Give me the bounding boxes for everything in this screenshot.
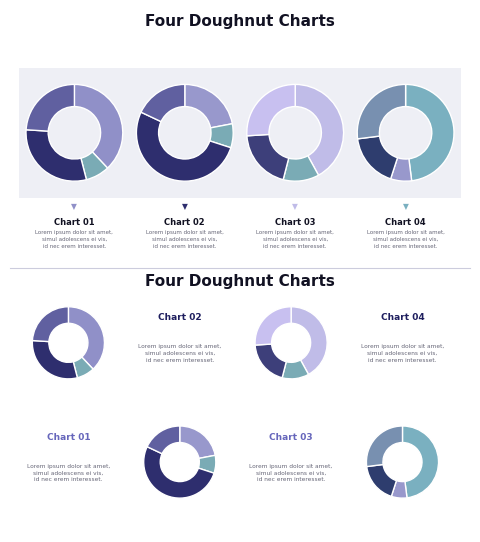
Wedge shape — [247, 134, 288, 179]
Wedge shape — [255, 344, 286, 378]
Wedge shape — [366, 426, 402, 467]
Wedge shape — [357, 85, 406, 139]
Text: Four Doughnut Charts: Four Doughnut Charts — [145, 14, 335, 29]
Wedge shape — [26, 130, 86, 181]
Wedge shape — [32, 340, 77, 379]
Wedge shape — [291, 307, 327, 375]
Wedge shape — [147, 426, 180, 454]
Text: Lorem ipsum dolor sit amet,
simul adolescens ei vis,
id nec erem interesset.: Lorem ipsum dolor sit amet, simul adoles… — [367, 230, 444, 249]
Text: Chart 03: Chart 03 — [275, 218, 315, 227]
Wedge shape — [282, 360, 309, 379]
Wedge shape — [198, 455, 216, 473]
Wedge shape — [136, 112, 231, 181]
Text: Chart 03: Chart 03 — [269, 433, 313, 442]
Wedge shape — [141, 85, 185, 121]
Text: ▼: ▼ — [403, 202, 408, 211]
Wedge shape — [402, 426, 439, 498]
FancyBboxPatch shape — [0, 61, 480, 204]
Text: Chart 02: Chart 02 — [158, 313, 202, 322]
Wedge shape — [144, 447, 214, 498]
Text: Chart 01: Chart 01 — [54, 218, 95, 227]
Text: ▼: ▼ — [292, 202, 298, 211]
Wedge shape — [367, 464, 396, 496]
Text: Chart 04: Chart 04 — [385, 218, 426, 227]
Wedge shape — [81, 152, 108, 179]
Text: Chart 04: Chart 04 — [381, 313, 424, 322]
Text: Lorem ipsum dolor sit amet,
simul adolescens ei vis,
id nec erem interesset.: Lorem ipsum dolor sit amet, simul adoles… — [138, 345, 221, 363]
Wedge shape — [283, 156, 319, 181]
Wedge shape — [33, 307, 68, 341]
Wedge shape — [255, 307, 291, 345]
Wedge shape — [74, 85, 123, 168]
Wedge shape — [73, 357, 93, 378]
Wedge shape — [180, 426, 215, 459]
Wedge shape — [406, 85, 454, 181]
Text: ▼: ▼ — [72, 202, 77, 211]
Text: Lorem ipsum dolor sit amet,
simul adolescens ei vis,
id nec erem interesset.: Lorem ipsum dolor sit amet, simul adoles… — [146, 230, 224, 249]
Text: Four Doughnut Charts: Four Doughnut Charts — [145, 274, 335, 289]
Wedge shape — [295, 85, 344, 175]
Text: Chart 02: Chart 02 — [165, 218, 205, 227]
Wedge shape — [69, 307, 105, 369]
Wedge shape — [391, 158, 412, 181]
Text: Lorem ipsum dolor sit amet,
simul adolescens ei vis,
id nec erem interesset.: Lorem ipsum dolor sit amet, simul adoles… — [27, 464, 110, 482]
Wedge shape — [210, 124, 233, 148]
Wedge shape — [358, 136, 397, 179]
Text: Lorem ipsum dolor sit amet,
simul adolescens ei vis,
id nec erem interesset.: Lorem ipsum dolor sit amet, simul adoles… — [361, 345, 444, 363]
Text: Lorem ipsum dolor sit amet,
simul adolescens ei vis,
id nec erem interesset.: Lorem ipsum dolor sit amet, simul adoles… — [36, 230, 113, 249]
Text: ▼: ▼ — [182, 202, 188, 211]
Wedge shape — [26, 85, 74, 131]
Text: Lorem ipsum dolor sit amet,
simul adolescens ei vis,
id nec erem interesset.: Lorem ipsum dolor sit amet, simul adoles… — [256, 230, 334, 249]
Text: Lorem ipsum dolor sit amet,
simul adolescens ei vis,
id nec erem interesset.: Lorem ipsum dolor sit amet, simul adoles… — [250, 464, 333, 482]
Wedge shape — [247, 85, 295, 136]
Wedge shape — [185, 85, 232, 128]
Wedge shape — [391, 481, 407, 498]
Text: Chart 01: Chart 01 — [47, 433, 90, 442]
